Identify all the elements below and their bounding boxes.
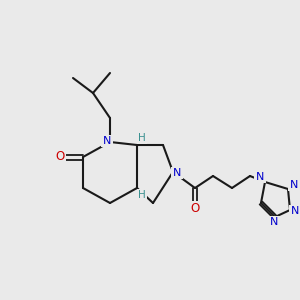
Text: N: N: [290, 180, 298, 190]
Text: N: N: [103, 136, 111, 146]
Text: O: O: [190, 202, 200, 215]
Text: O: O: [56, 151, 64, 164]
Text: N: N: [256, 172, 264, 182]
Text: H: H: [138, 190, 146, 200]
Text: N: N: [173, 168, 181, 178]
Text: N: N: [291, 206, 299, 216]
Text: H: H: [138, 133, 146, 143]
Text: N: N: [270, 217, 278, 227]
